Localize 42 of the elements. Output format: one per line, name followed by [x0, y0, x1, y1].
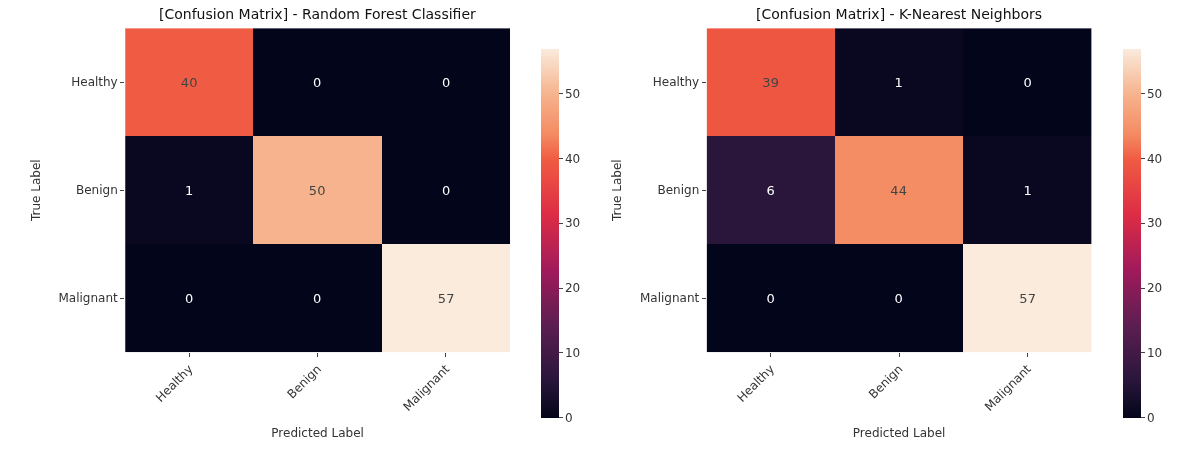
data-label: 39 — [762, 74, 779, 90]
y-tick-label: Healthy — [71, 75, 118, 90]
color-bar-label: 30 — [1146, 216, 1163, 231]
data-label: 40 — [180, 74, 198, 90]
y-tick-label: Benign — [75, 183, 118, 198]
y-tick-label: Malignant — [58, 291, 119, 306]
data-label: 1 — [185, 182, 194, 198]
data-label: 1 — [1023, 182, 1032, 198]
data-label: 0 — [313, 74, 322, 90]
y-tick-label: Healthy — [652, 75, 700, 90]
color-bar-label: 20 — [1146, 281, 1163, 296]
color-bar-label: 40 — [564, 151, 581, 166]
y-axis-title: True Label — [28, 159, 43, 222]
x-axis-title: Predicted Label — [852, 425, 946, 440]
data-label: 0 — [894, 290, 903, 306]
chart-title: [Confusion Matrix] - K-Nearest Neighbors — [756, 6, 1043, 22]
data-label: 6 — [766, 182, 775, 198]
y-tick-label: Malignant — [639, 291, 700, 306]
chart-title: [Confusion Matrix] - Random Forest Classifier — [159, 6, 477, 22]
data-label: 1 — [894, 74, 903, 90]
data-label: 0 — [766, 290, 775, 306]
color-bar-label: 50 — [1146, 87, 1163, 102]
data-label: 0 — [313, 290, 322, 306]
data-label: 0 — [1023, 74, 1032, 90]
data-label: 0 — [442, 74, 451, 90]
color-bar-label: 40 — [1146, 151, 1163, 166]
color-bar-label: 30 — [564, 216, 581, 231]
color-bar-label: 10 — [564, 345, 581, 360]
data-label: 0 — [185, 290, 194, 306]
data-label: 57 — [437, 290, 455, 306]
data-label: 50 — [308, 182, 326, 198]
color-bar-label: 20 — [564, 281, 581, 296]
data-label: 57 — [1019, 290, 1036, 306]
x-axis-title: Predicted Label — [271, 425, 364, 440]
y-tick-label: Benign — [657, 183, 700, 198]
y-axis-title: True Label — [610, 159, 625, 222]
color-bar-label: 0 — [1146, 410, 1155, 425]
data-label: 0 — [442, 182, 451, 198]
data-label: 44 — [890, 182, 907, 198]
color-bar-label: 10 — [1146, 345, 1163, 360]
color-bar-label: 0 — [564, 410, 573, 425]
color-bar-label: 50 — [564, 87, 581, 102]
